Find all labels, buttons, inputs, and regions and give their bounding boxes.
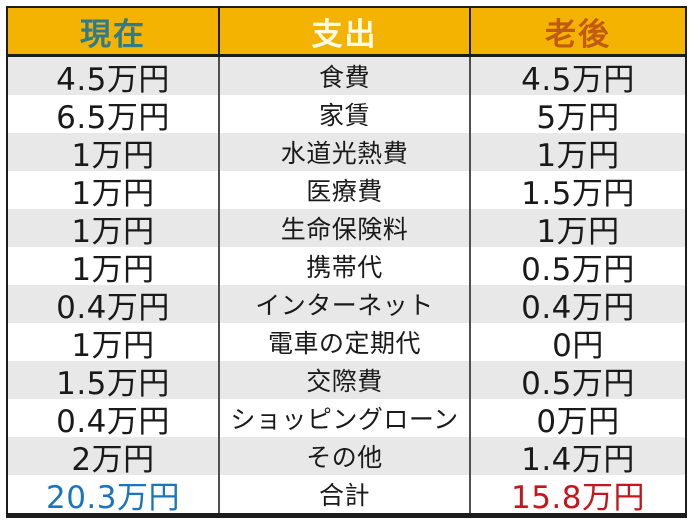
current-value-cell: 1万円 [8, 133, 220, 171]
table-total-row: 20.3万円 合計 15.8万円 [8, 475, 685, 513]
expense-category-cell: ショッピングローン [220, 399, 471, 437]
retirement-value-cell: 1.5万円 [521, 175, 635, 210]
expense-category-cell: 食費 [220, 57, 471, 95]
current-value-cell: 1万円 [8, 209, 220, 247]
table-row: 0.4万円 インターネット 0.4万円 [8, 285, 685, 323]
table-row: 1.5万円 交際費 0.5万円 [8, 361, 685, 399]
current-value-cell: 1万円 [8, 247, 220, 285]
table-row: 1万円 水道光熱費 1万円 [8, 133, 685, 171]
expense-category-cell: 医療費 [220, 171, 471, 209]
total-future-value: 15.8万円 [510, 479, 646, 514]
table-row: 1万円 生命保険料 1万円 [8, 209, 685, 247]
current-value-cell: 1万円 [8, 323, 220, 361]
current-value-cell: 0.4万円 [8, 399, 220, 437]
expense-category-cell: 携帯代 [220, 247, 471, 285]
table-row: 2万円 その他 1.4万円 [8, 437, 685, 475]
retirement-value-cell: 0.4万円 [521, 289, 635, 324]
retirement-value-cell: 1.4万円 [521, 441, 635, 476]
expense-category-cell: インターネット [220, 285, 471, 323]
retirement-value-cell: 4.5万円 [521, 61, 635, 96]
retirement-value-cell: 5万円 [536, 99, 620, 134]
table-row: 1万円 電車の定期代 0円 [8, 323, 685, 361]
header-expense: 支出 [220, 8, 471, 54]
table-row: 1万円 医療費 1.5万円 [8, 171, 685, 209]
retirement-value-cell: 0.5万円 [521, 365, 635, 400]
total-current-value: 20.3万円 [8, 475, 220, 513]
retirement-value-cell: 1万円 [536, 137, 620, 172]
table-row: 6.5万円 家賃 5万円 [8, 95, 685, 133]
header-current: 現在 [8, 8, 220, 54]
current-value-cell: 2万円 [8, 437, 220, 475]
header-retirement: 老後 [545, 16, 611, 53]
current-value-cell: 6.5万円 [8, 95, 220, 133]
retirement-value-cell: 0.5万円 [521, 251, 635, 286]
expense-category-cell: 水道光熱費 [220, 133, 471, 171]
table-row: 4.5万円 食費 4.5万円 [8, 57, 685, 95]
table-row: 0.4万円 ショッピングローン 0万円 [8, 399, 685, 437]
table-row: 1万円 携帯代 0.5万円 [8, 247, 685, 285]
retirement-value-cell: 0円 [552, 327, 604, 362]
retirement-value-cell: 1万円 [536, 213, 620, 248]
current-value-cell: 1.5万円 [8, 361, 220, 399]
current-value-cell: 0.4万円 [8, 285, 220, 323]
table-body: 4.5万円 食費 4.5万円 6.5万円 家賃 5万円 1万円 水道光熱費 1万円 1万円 医療費 1… [8, 57, 685, 513]
expense-category-cell: 電車の定期代 [220, 323, 471, 361]
current-value-cell: 1万円 [8, 171, 220, 209]
current-value-cell: 4.5万円 [8, 57, 220, 95]
expense-category-cell: 家賃 [220, 95, 471, 133]
expense-category-cell: その他 [220, 437, 471, 475]
expense-comparison-table: 現在 支出 老後 4.5万円 食費 4.5万円 6.5万円 家賃 5万円 1万円 水道光熱費 1… [6, 6, 687, 518]
total-label: 合計 [220, 475, 471, 513]
table-header-row: 現在 支出 老後 [8, 8, 685, 57]
expense-category-cell: 生命保険料 [220, 209, 471, 247]
retirement-value-cell: 0万円 [536, 403, 620, 438]
expense-category-cell: 交際費 [220, 361, 471, 399]
